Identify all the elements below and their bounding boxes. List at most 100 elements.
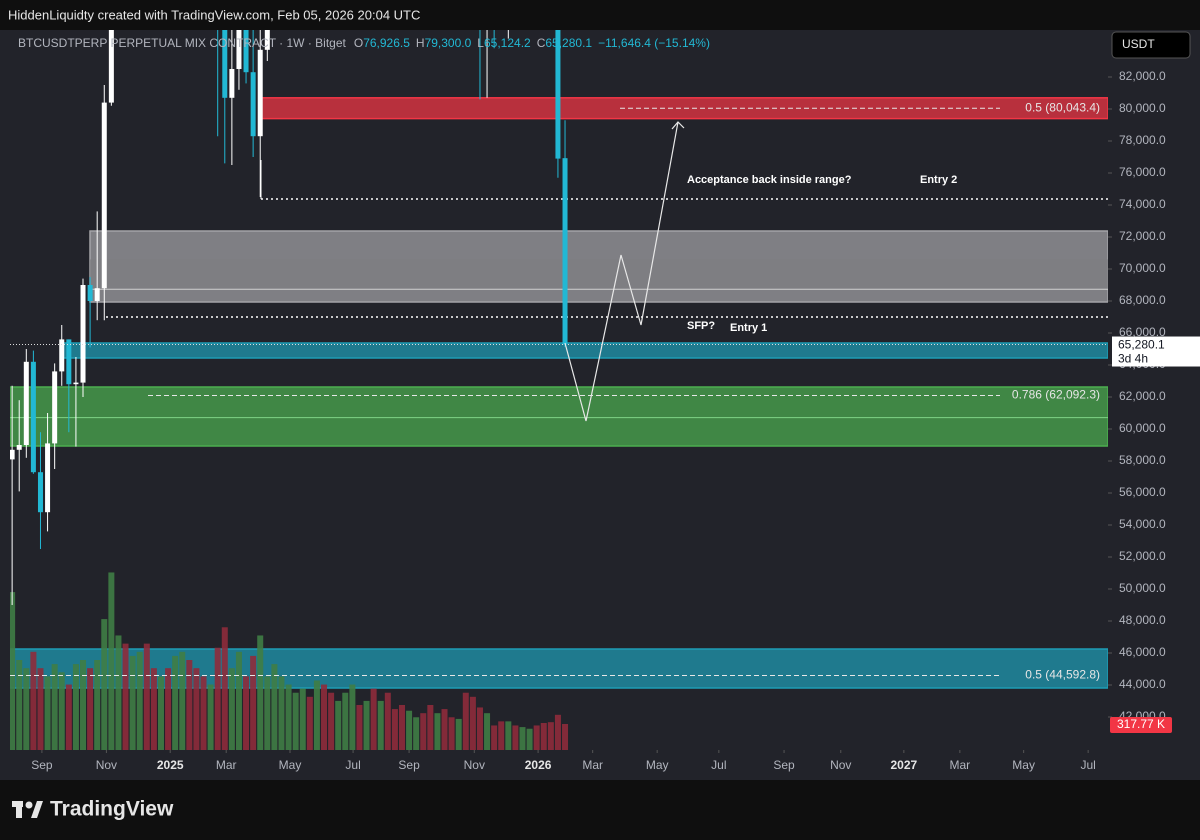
y-tick-label: 82,000.0 [1119,69,1166,83]
x-tick-label: Nov [464,758,485,772]
volume-bar [299,688,306,750]
volume-bar [143,643,150,750]
volume-bar [554,714,561,750]
volume-bar [278,676,285,750]
y-tick-label: 78,000.0 [1119,133,1166,147]
volume-bar [65,684,72,750]
volume-bar [370,688,377,750]
zone [10,386,1108,447]
volume-bar [136,651,143,750]
y-tick-label: 72,000.0 [1119,229,1166,243]
volume-bar [342,692,349,750]
volume-bar [165,668,172,750]
volume-label: 317.77 K [1117,717,1165,731]
zone-band [90,259,1108,290]
volume-bar [129,655,136,750]
volume-bar [186,660,193,750]
volume-bar [44,676,51,750]
y-tick-label: 80,000.0 [1119,101,1166,115]
volume-bar [498,721,505,750]
candle-body [243,30,249,73]
legend-change: −11,646.4 (−15.14%) [598,36,710,50]
legend-value: 65,124.2 [484,36,531,50]
volume-bar [413,717,420,750]
volume-bar [58,672,65,750]
y-tick-label: 70,000.0 [1119,261,1166,275]
volume-bar [207,684,214,750]
y-tick-label: 56,000.0 [1119,485,1166,499]
projection-path [564,121,679,422]
volume-bar [122,643,129,750]
zone [61,342,1108,359]
volume-bar [526,728,533,750]
candle-body [30,361,36,473]
volume-bar [87,668,94,750]
logo-slash [31,801,43,818]
y-tick-label: 44,000.0 [1119,677,1166,691]
volume-bar [193,668,200,750]
volume-bar [80,660,87,750]
volume-bar [257,635,264,750]
volume-bar [476,707,483,750]
volume-bar [30,651,37,750]
candle-body [94,288,100,301]
volume-bar [306,696,313,750]
legend-value: 79,300.0 [425,36,472,50]
volume-bar [37,668,44,750]
volume-bar [420,713,427,750]
candle-body [10,449,15,460]
y-tick-label: 68,000.0 [1119,293,1166,307]
candle-body [555,30,561,159]
candle-body [236,30,242,69]
x-tick-label: Jul [345,758,360,772]
x-tick-label: Mar [582,758,603,772]
x-tick-label: 2026 [525,758,552,772]
candle-body [23,361,29,445]
volume-bar [540,723,547,750]
x-tick-label: May [646,758,669,772]
y-tick-label: 60,000.0 [1119,421,1166,435]
zone [10,648,1108,689]
volume-bar [391,709,398,750]
volume-bar [562,724,569,750]
plot [10,30,1108,750]
symbol: BTCUSDTPERP PERPETUAL MIX CONTRACT · 1W … [18,36,346,50]
logo-stem [16,801,22,818]
volume-bar [285,684,292,750]
volume-bar [214,647,221,750]
candle-body [222,30,228,98]
currency-box [1111,31,1191,59]
candle-body [59,339,65,372]
volume-bar [200,676,207,750]
legend-key: O [354,36,363,50]
volume-bar [377,700,384,750]
x-tick-label: Jul [711,758,726,772]
candle-body [52,371,58,444]
annotation: Entry 1 [730,322,767,334]
volume-bar [547,722,554,750]
volume-bar [462,692,469,750]
volume-bar [250,655,257,750]
volume-label-box [1110,717,1172,733]
x-tick-label: Nov [830,758,851,772]
annotation: Entry 2 [920,174,957,186]
volume-bar [398,705,405,750]
volume-bar [264,676,271,750]
candle-body [108,30,114,103]
fib-label: 0.786 (62,092.3) [1012,388,1100,402]
price-axis: 42,000.044,000.046,000.048,000.050,000.0… [1108,69,1166,723]
x-tick-label: Mar [950,758,971,772]
candle-body [264,30,270,50]
candle-body [87,285,93,301]
legend-value: 65,280.1 [545,36,592,50]
volume-bar [434,713,441,750]
volume-bar [505,721,512,750]
candle-body [45,443,51,513]
volume-bar [115,635,122,750]
volume-bar [427,705,434,750]
annotation: Acceptance back inside range? [687,174,852,186]
volume-bar [384,692,391,750]
fib-label: 0.5 (80,043.4) [1025,100,1100,114]
volume-bar [157,676,164,750]
annotation: SFP? [687,320,715,332]
